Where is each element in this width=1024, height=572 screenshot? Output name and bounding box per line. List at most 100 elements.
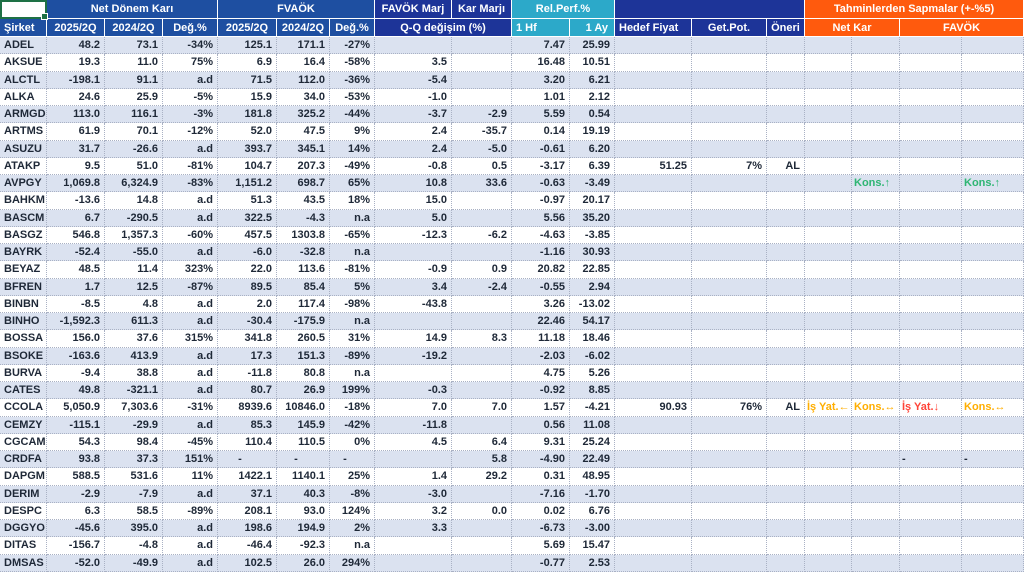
- cell[interactable]: [805, 347, 852, 365]
- cell[interactable]: [962, 313, 1024, 331]
- cell[interactable]: [900, 226, 962, 244]
- cell[interactable]: 8939.6: [218, 399, 277, 417]
- cell[interactable]: [767, 520, 805, 538]
- cell[interactable]: Kons.↔: [852, 399, 900, 417]
- cell[interactable]: [615, 71, 692, 89]
- cell[interactable]: a.d: [163, 244, 218, 262]
- cell[interactable]: 35.20: [570, 209, 615, 227]
- cell[interactable]: [692, 364, 767, 382]
- cell[interactable]: 2.94: [570, 278, 615, 296]
- cell[interactable]: 11%: [163, 468, 218, 486]
- cell-ticker[interactable]: AVPGY: [0, 175, 47, 193]
- cell[interactable]: 341.8: [218, 330, 277, 348]
- cell[interactable]: -8%: [330, 485, 375, 503]
- cell[interactable]: [805, 209, 852, 227]
- cell[interactable]: 25.99: [570, 37, 615, 55]
- cell[interactable]: -34%: [163, 37, 218, 55]
- cell[interactable]: -12%: [163, 123, 218, 141]
- cell[interactable]: [615, 537, 692, 555]
- cell[interactable]: [852, 278, 900, 296]
- cell[interactable]: 12.5: [105, 278, 163, 296]
- cell[interactable]: Kons.↑: [852, 175, 900, 193]
- cell[interactable]: [767, 226, 805, 244]
- cell[interactable]: [615, 330, 692, 348]
- cell[interactable]: -30.4: [218, 313, 277, 331]
- cell[interactable]: n.a: [330, 244, 375, 262]
- cell[interactable]: [805, 554, 852, 572]
- cell[interactable]: -52.4: [47, 244, 105, 262]
- cell[interactable]: [900, 278, 962, 296]
- cell[interactable]: -3.7: [375, 106, 452, 124]
- cell[interactable]: [805, 37, 852, 55]
- cell[interactable]: 0.14: [512, 123, 570, 141]
- cell[interactable]: [805, 537, 852, 555]
- cell[interactable]: [805, 468, 852, 486]
- cell[interactable]: 15.9: [218, 88, 277, 106]
- cell[interactable]: -29.9: [105, 416, 163, 434]
- cell[interactable]: 25%: [330, 468, 375, 486]
- cell[interactable]: İş Yat.←: [805, 399, 852, 417]
- cell[interactable]: 25.24: [570, 433, 615, 451]
- cell[interactable]: 17.3: [218, 347, 277, 365]
- cell[interactable]: 0.02: [512, 502, 570, 520]
- cell[interactable]: [805, 278, 852, 296]
- cell[interactable]: 47.5: [277, 123, 330, 141]
- cell[interactable]: -32.8: [277, 244, 330, 262]
- cell[interactable]: [900, 192, 962, 210]
- cell[interactable]: 0.0: [452, 502, 512, 520]
- cell-ticker[interactable]: ASUZU: [0, 140, 47, 158]
- cell[interactable]: 89.5: [218, 278, 277, 296]
- cell[interactable]: [962, 364, 1024, 382]
- cell[interactable]: 11.08: [570, 416, 615, 434]
- cell[interactable]: -58%: [330, 54, 375, 72]
- cell[interactable]: 37.1: [218, 485, 277, 503]
- cell[interactable]: -1.0: [375, 88, 452, 106]
- cell[interactable]: [852, 485, 900, 503]
- cell[interactable]: [615, 106, 692, 124]
- cell[interactable]: [805, 71, 852, 89]
- cell[interactable]: -81%: [163, 157, 218, 175]
- header-group-target-block[interactable]: [615, 0, 805, 19]
- cell[interactable]: -7.16: [512, 485, 570, 503]
- cell[interactable]: 3.2: [375, 502, 452, 520]
- cell[interactable]: 10846.0: [277, 399, 330, 417]
- cell[interactable]: a.d: [163, 554, 218, 572]
- cell[interactable]: 10.8: [375, 175, 452, 193]
- cell[interactable]: [852, 382, 900, 400]
- cell-ticker[interactable]: DGGYO: [0, 520, 47, 538]
- cell[interactable]: a.d: [163, 416, 218, 434]
- cell[interactable]: [962, 330, 1024, 348]
- cell[interactable]: 6.3: [47, 502, 105, 520]
- cell[interactable]: [692, 313, 767, 331]
- cell[interactable]: 19.19: [570, 123, 615, 141]
- cell[interactable]: [692, 382, 767, 400]
- cell[interactable]: -87%: [163, 278, 218, 296]
- cell[interactable]: 71.5: [218, 71, 277, 89]
- cell[interactable]: 110.4: [218, 433, 277, 451]
- header-eb-2025[interactable]: 2025/2Q: [218, 19, 277, 37]
- cell[interactable]: [615, 347, 692, 365]
- cell[interactable]: -7.9: [105, 485, 163, 503]
- cell[interactable]: [615, 485, 692, 503]
- cell[interactable]: 15.0: [375, 192, 452, 210]
- cell-ticker[interactable]: BINBN: [0, 295, 47, 313]
- cell[interactable]: [852, 313, 900, 331]
- header-dev-net-profit[interactable]: Net Kar: [805, 19, 900, 37]
- cell[interactable]: [767, 382, 805, 400]
- cell[interactable]: [805, 502, 852, 520]
- cell[interactable]: -2.9: [47, 485, 105, 503]
- cell[interactable]: [452, 537, 512, 555]
- cell[interactable]: 698.7: [277, 175, 330, 193]
- cell[interactable]: -163.6: [47, 347, 105, 365]
- cell-ticker[interactable]: BAYRK: [0, 244, 47, 262]
- cell[interactable]: [805, 123, 852, 141]
- cell[interactable]: [852, 364, 900, 382]
- cell[interactable]: [452, 244, 512, 262]
- header-dev-ebitda[interactable]: FAVÖK: [900, 19, 1024, 37]
- cell[interactable]: -5%: [163, 88, 218, 106]
- cell[interactable]: 16.48: [512, 54, 570, 72]
- cell[interactable]: [452, 192, 512, 210]
- cell[interactable]: -1.16: [512, 244, 570, 262]
- cell[interactable]: 37.6: [105, 330, 163, 348]
- cell[interactable]: [692, 451, 767, 469]
